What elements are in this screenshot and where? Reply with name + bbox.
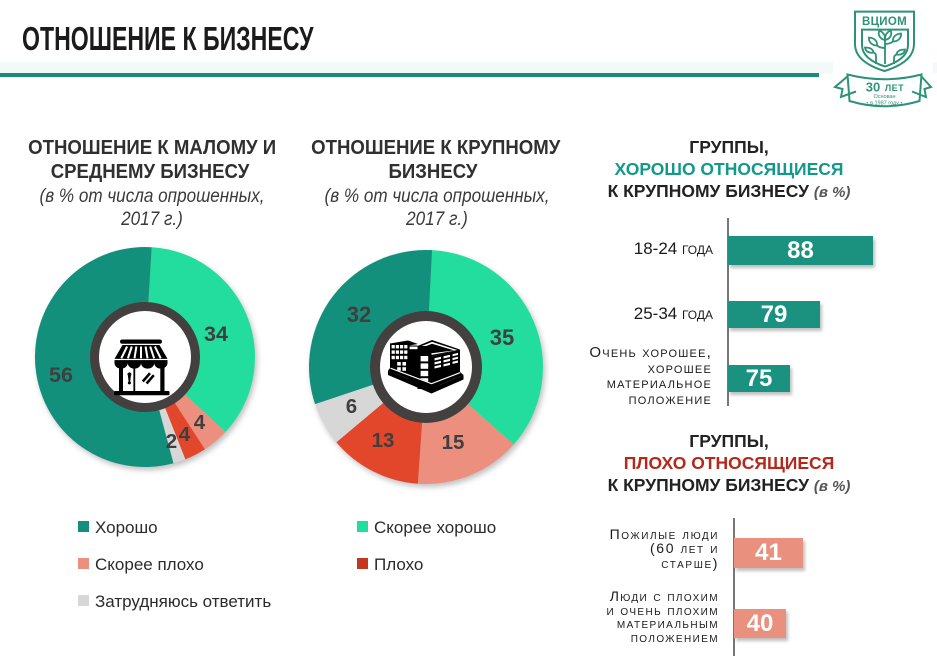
svg-text:Основан: Основан [873,94,895,100]
svg-text:ЛЕТ: ЛЕТ [885,83,904,93]
svg-text:ВЦИОМ: ВЦИОМ [862,16,907,28]
svg-text:• в 1987 году •: • в 1987 году • [867,100,903,106]
svg-text:30: 30 [866,80,880,95]
